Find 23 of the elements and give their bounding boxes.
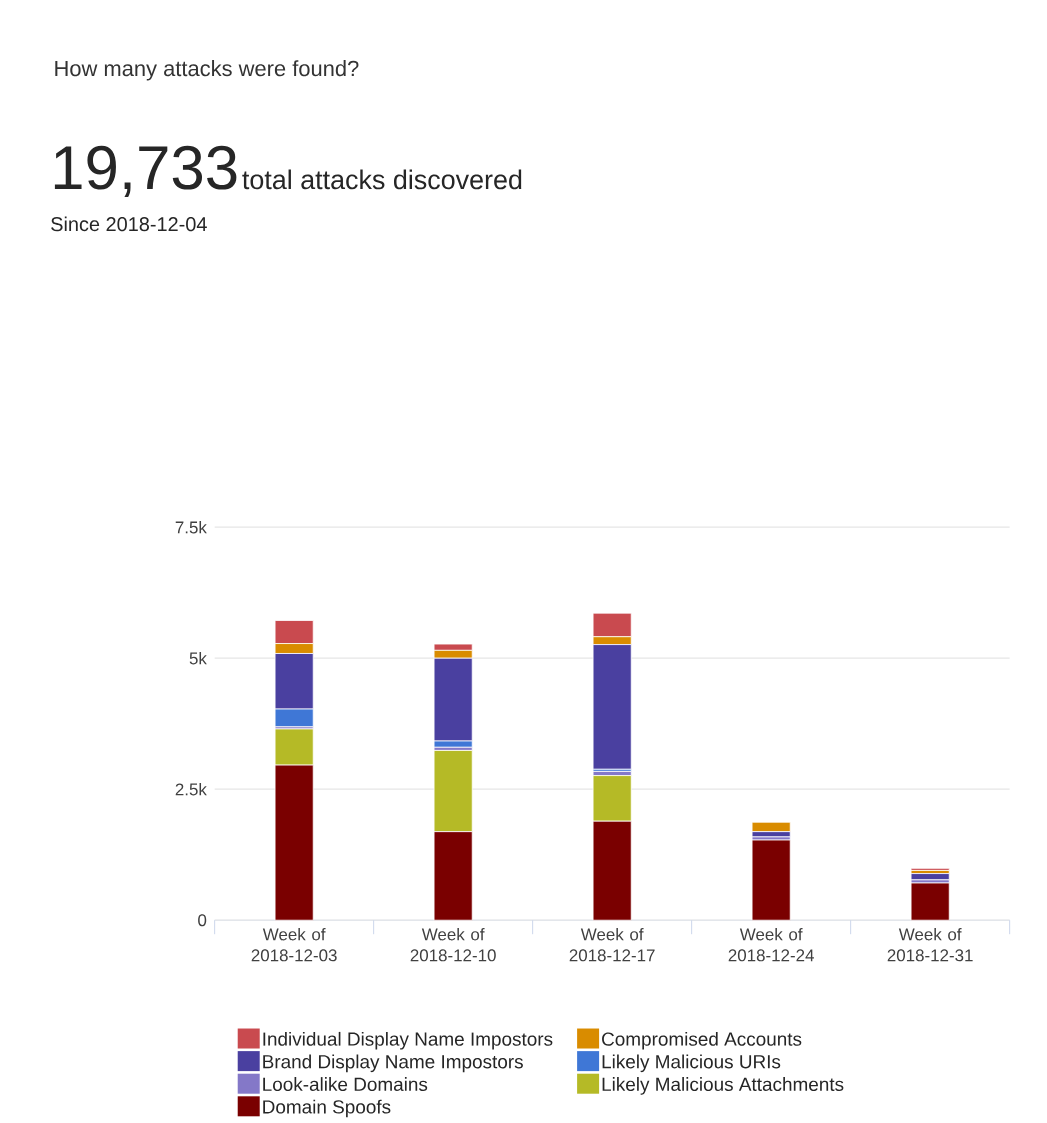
text: 19,733 xyxy=(54,145,237,197)
text: total attacks discovered xyxy=(242,169,522,190)
bar xyxy=(910,882,950,921)
x-tick-label: Week of 2018-12-24 xyxy=(728,927,814,962)
legend-label: Domain Spoofs xyxy=(263,1099,391,1118)
y-tick-label: 2.5k xyxy=(175,783,207,796)
chart-title: How many attacks were found? xyxy=(55,60,359,81)
legend-label: Likely Malicious Attachments xyxy=(602,1077,844,1095)
bar xyxy=(751,839,791,921)
legend-label: Look-alike Domains xyxy=(263,1077,428,1092)
y-tick-label: 0 xyxy=(198,914,207,927)
legend-label: Individual Display Name Impostors xyxy=(263,1031,553,1050)
legend-label: Brand Display Name Impostors xyxy=(263,1054,523,1073)
bar xyxy=(751,821,791,833)
legend-label: Likely Malicious URIs xyxy=(602,1054,781,1073)
x-tick-label: Week of 2018-12-03 xyxy=(251,927,337,962)
x-tick-label: Week of 2018-12-17 xyxy=(569,927,655,962)
y-tick-label: 7.5k xyxy=(175,521,207,534)
text: Since 2018-12-04 xyxy=(51,216,207,232)
x-tick-label: Week of 2018-12-31 xyxy=(887,927,973,962)
x-tick-label: Week of 2018-12-10 xyxy=(410,927,496,962)
legend-label: Compromised Accounts xyxy=(602,1031,802,1050)
y-tick-label: 5k xyxy=(189,652,207,665)
